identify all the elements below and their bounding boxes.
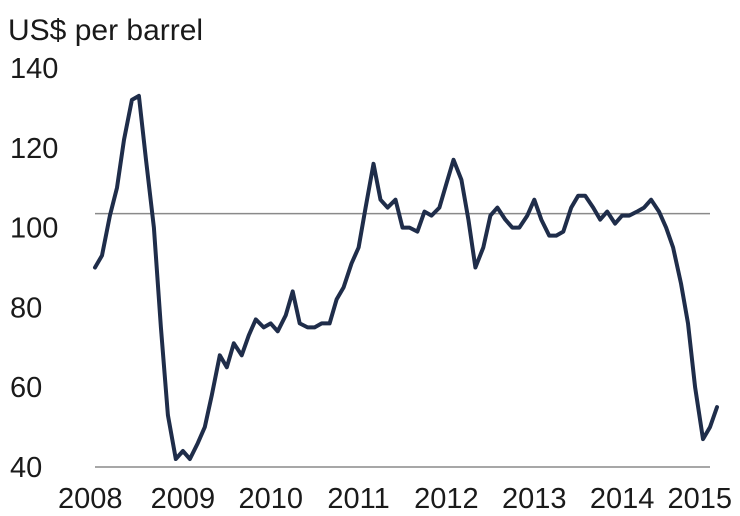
- x-tick-label: 2014: [590, 483, 655, 515]
- y-tick-label: 100: [10, 213, 58, 245]
- x-tick-label: 2010: [238, 483, 303, 515]
- y-tick-label: 120: [10, 133, 58, 165]
- y-tick-label: 80: [10, 292, 42, 324]
- price-data-points: [93, 94, 719, 461]
- y-tick-label: 40: [10, 452, 42, 484]
- x-tick-label: 2009: [151, 483, 216, 515]
- y-tick-label: 60: [10, 372, 42, 404]
- x-tick-label: 2011: [327, 483, 389, 515]
- x-axis-ticks: 2008 2009 2010 2011 2012 2013 2014 2015: [58, 483, 732, 515]
- x-tick-label: 2008: [58, 483, 123, 515]
- y-axis-label: US$ per barrel: [8, 14, 203, 47]
- x-tick-label: 2012: [414, 483, 479, 515]
- x-tick-label: 2015: [667, 483, 732, 515]
- y-tick-label: 140: [10, 53, 58, 85]
- price-series-line: [93, 93, 719, 461]
- y-axis-ticks: 40 60 80 100 120 140: [10, 53, 58, 484]
- x-tick-label: 2013: [502, 483, 567, 515]
